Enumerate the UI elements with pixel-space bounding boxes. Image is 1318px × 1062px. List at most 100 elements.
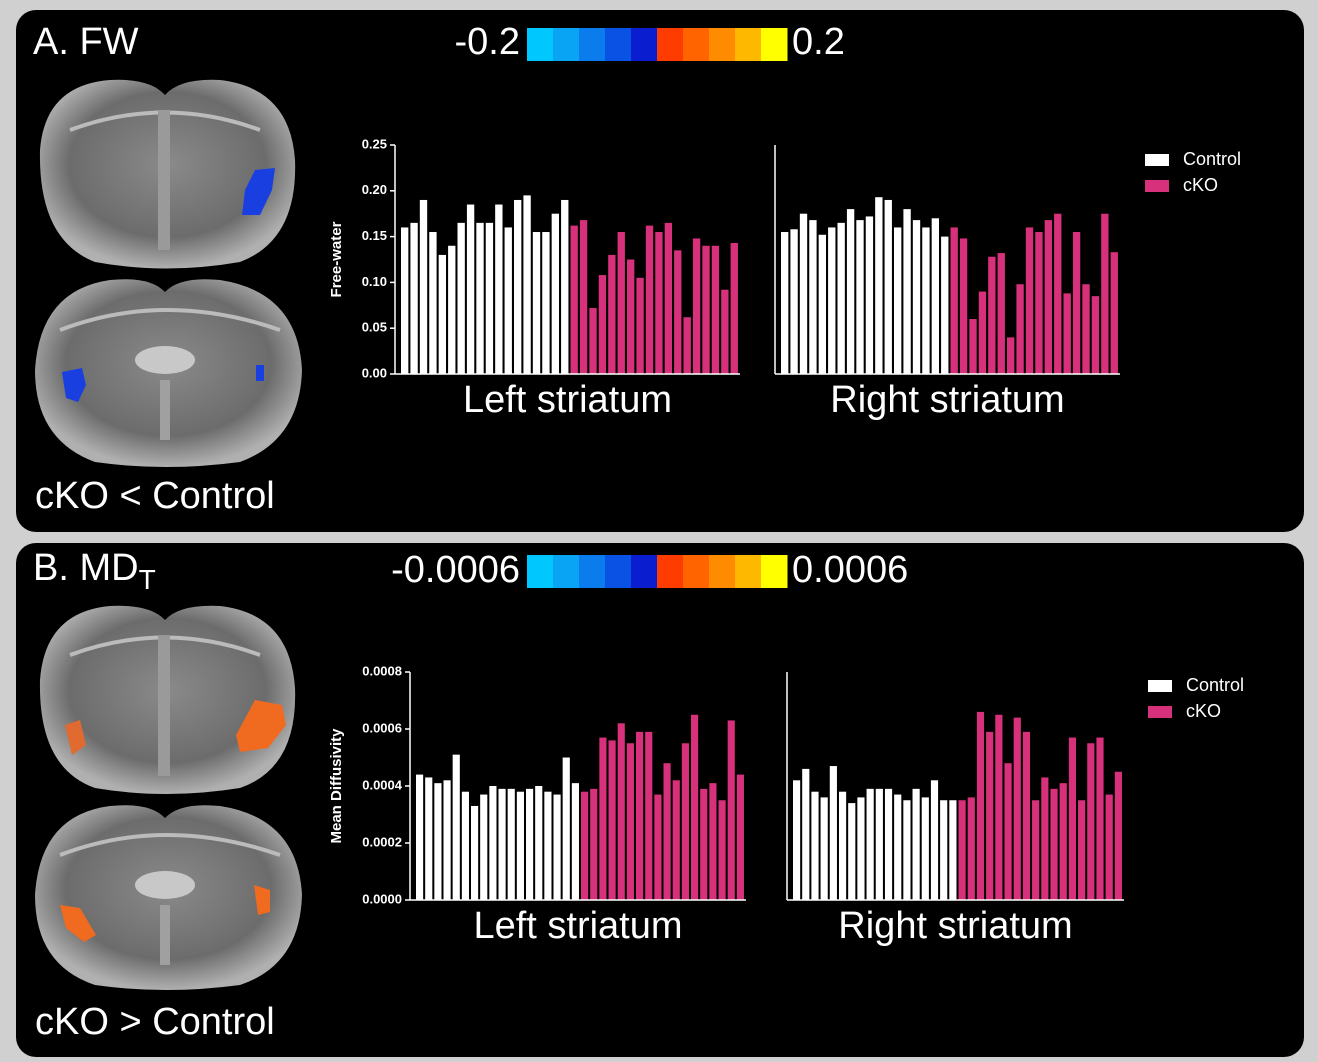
bar — [931, 780, 938, 900]
legend-swatch — [1145, 154, 1169, 166]
y-tick-label: 0.0000 — [362, 891, 402, 906]
bar — [1060, 783, 1067, 900]
bar — [467, 205, 474, 374]
legend-swatch — [1148, 680, 1172, 692]
bar — [913, 220, 920, 374]
bar — [514, 200, 521, 374]
bar — [979, 292, 986, 374]
legend-label: Control — [1183, 149, 1241, 169]
x-axis-label: Right striatum — [830, 379, 1064, 421]
caption: cKO > Control — [35, 1001, 275, 1043]
colorbar-swatch — [527, 555, 554, 588]
bar — [627, 260, 634, 375]
bar — [434, 783, 441, 900]
bar — [636, 732, 643, 900]
bar — [691, 715, 698, 900]
bar — [1106, 795, 1113, 900]
bar — [609, 740, 616, 900]
y-tick-label: 0.25 — [362, 136, 387, 151]
bar — [995, 715, 1002, 900]
bar — [977, 712, 984, 900]
colorbar-swatch — [709, 555, 736, 588]
bar — [458, 223, 465, 374]
bar — [1087, 743, 1094, 900]
bar — [453, 755, 460, 900]
bar — [875, 197, 882, 374]
bar — [599, 275, 606, 374]
bar — [959, 800, 966, 900]
y-tick-label: 0.0002 — [362, 834, 402, 849]
colorbar — [527, 555, 788, 588]
bar — [444, 780, 451, 900]
legend-swatch — [1148, 706, 1172, 718]
bar — [700, 789, 707, 900]
bar — [913, 789, 920, 900]
colorbar-swatch — [553, 28, 580, 61]
bar — [802, 769, 809, 900]
bar — [793, 780, 800, 900]
bar — [968, 797, 975, 900]
bar — [508, 789, 515, 900]
colorbar-swatch — [761, 28, 788, 61]
bar — [940, 800, 947, 900]
bar — [1026, 227, 1033, 374]
colorbar-swatch — [657, 28, 684, 61]
bar — [1014, 718, 1021, 900]
bar — [1050, 789, 1057, 900]
legend-label: cKO — [1186, 701, 1221, 721]
legend-swatch — [1145, 180, 1169, 192]
bar — [693, 238, 700, 374]
caption: cKO < Control — [35, 475, 275, 517]
bar — [876, 789, 883, 900]
y-tick-label: 0.0004 — [362, 777, 403, 792]
bar — [922, 227, 929, 374]
bar — [941, 237, 948, 374]
bar — [922, 797, 929, 900]
colorbar-swatch — [761, 555, 788, 588]
bar — [476, 223, 483, 374]
figure: A. FW B. MDT -0.2 0.2 -0.0006 0.0006 cKO… — [0, 0, 1318, 1062]
bar — [894, 795, 901, 900]
colorbar-swatch — [605, 28, 632, 61]
bar — [969, 319, 976, 374]
bar — [416, 775, 423, 900]
bar — [838, 223, 845, 374]
colorbar-swatch — [709, 28, 736, 61]
bar — [645, 732, 652, 900]
y-tick-label: 0.00 — [362, 365, 387, 380]
bar — [618, 232, 625, 374]
bar — [561, 200, 568, 374]
bar — [885, 200, 892, 374]
bar — [554, 795, 561, 900]
bar — [420, 200, 427, 374]
bar — [542, 232, 549, 374]
bar — [885, 789, 892, 900]
bar — [655, 232, 662, 374]
bar — [781, 232, 788, 374]
y-tick-label: 0.0006 — [362, 720, 402, 735]
bar — [819, 235, 826, 374]
bar — [599, 738, 606, 900]
y-tick-label: 0.0008 — [362, 663, 402, 678]
x-axis-label: Left striatum — [473, 905, 682, 947]
bar — [636, 278, 643, 374]
bar — [462, 792, 469, 900]
bar — [731, 243, 738, 374]
bar — [618, 723, 625, 900]
bar — [1096, 738, 1103, 900]
bar — [1004, 763, 1011, 900]
brain-image — [35, 805, 302, 990]
colorbar-swatch — [631, 28, 658, 61]
bar — [1101, 214, 1108, 374]
y-tick-label: 0.20 — [362, 182, 387, 197]
y-axis-label: Mean Diffusivity — [328, 728, 345, 844]
bar — [1032, 800, 1039, 900]
bar — [1041, 777, 1048, 900]
bar — [448, 246, 455, 374]
bar — [590, 789, 597, 900]
bar — [986, 732, 993, 900]
bar — [523, 195, 530, 374]
bar — [811, 792, 818, 900]
x-axis-label: Right striatum — [838, 905, 1072, 947]
colorbar-min-label: -0.0006 — [391, 549, 520, 591]
